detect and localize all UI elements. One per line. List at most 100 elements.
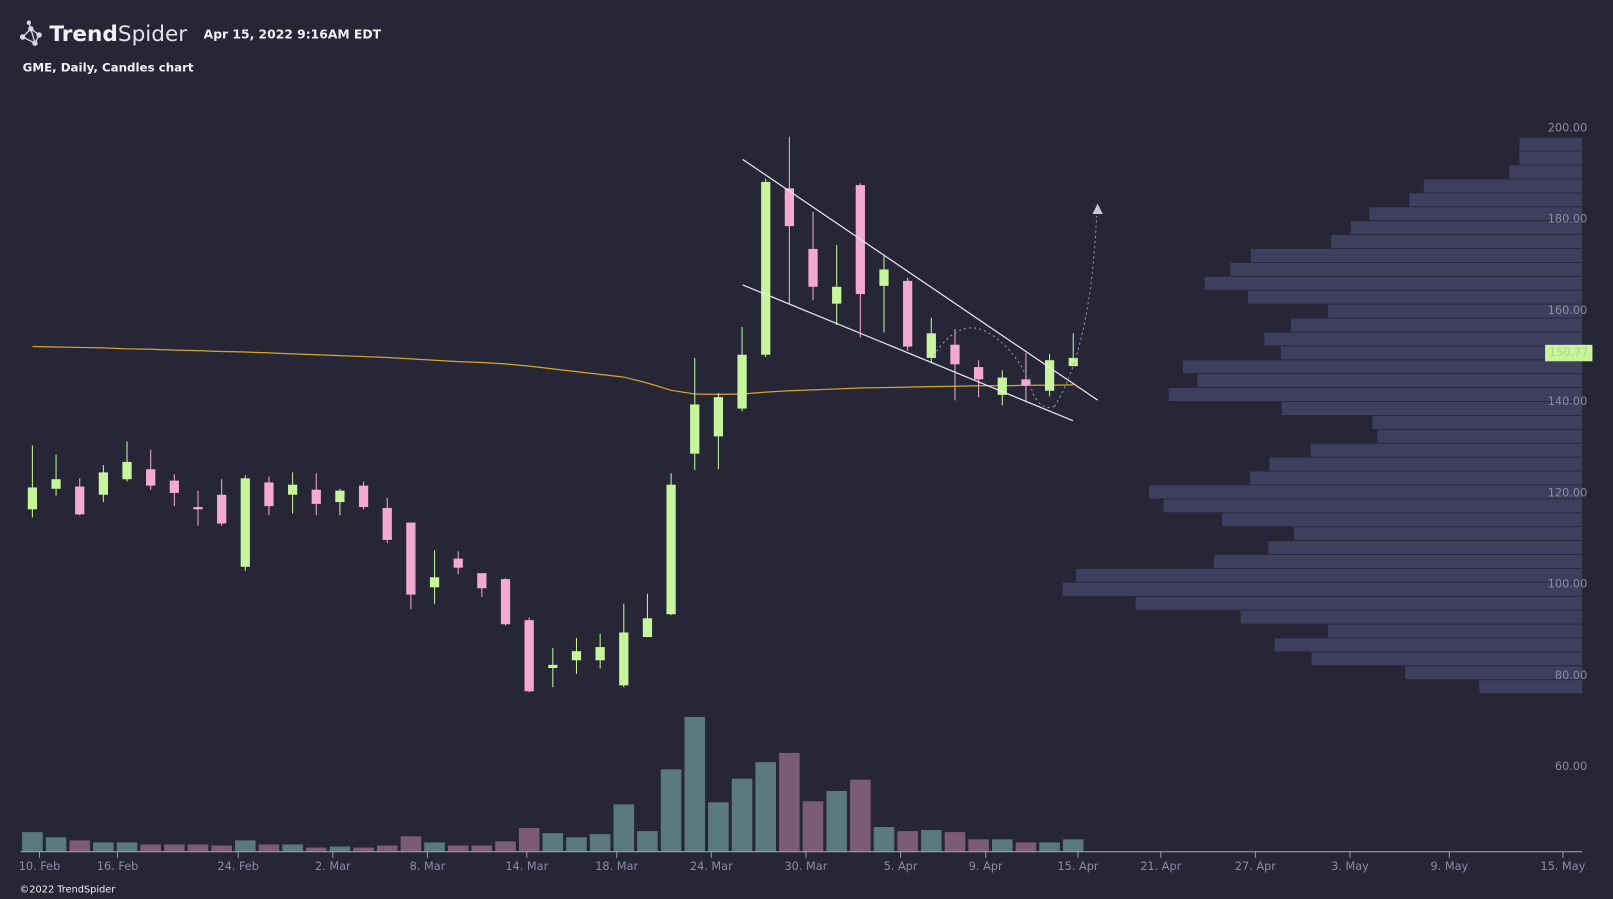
profile-bar	[1247, 290, 1583, 304]
profile-bar	[1479, 680, 1583, 694]
candle-body	[453, 558, 463, 568]
x-tick-label: 14. Mar	[505, 860, 548, 873]
candle-body	[75, 486, 85, 515]
candle-body	[690, 404, 700, 454]
candle-body	[27, 487, 38, 510]
x-tick-label: 27. Apr	[1235, 860, 1276, 873]
profile-bar	[1076, 568, 1583, 582]
x-tick-label: 18. Mar	[595, 860, 638, 873]
candle-body	[193, 507, 203, 510]
profile-bar	[1294, 527, 1583, 541]
drawings	[742, 158, 1103, 422]
volume-bar	[116, 842, 138, 852]
volume-bar	[755, 762, 777, 852]
volume-bar	[211, 845, 232, 852]
volume-bar	[1015, 842, 1037, 852]
profile-bar	[1264, 332, 1583, 346]
profile-bar	[1281, 401, 1583, 416]
candle-body	[950, 344, 960, 365]
last-price-box	[1545, 344, 1593, 362]
profile-bar	[1197, 374, 1583, 388]
y-tick-label: 60.00	[1555, 760, 1587, 773]
profile-bar	[1163, 499, 1583, 513]
last-price-label: 150.77	[1549, 346, 1589, 359]
candle-body	[595, 647, 605, 661]
profile-bar	[1519, 137, 1583, 151]
x-tick-label: 16. Feb	[97, 860, 139, 873]
timestamp: Apr 15, 2022 9:16AM EDT	[204, 27, 382, 41]
brand-light: Spider	[118, 22, 187, 47]
profile-bar	[1372, 415, 1583, 429]
candle-body	[51, 479, 61, 489]
volume-bar	[45, 837, 67, 852]
volume-bar	[376, 845, 398, 852]
candle-body	[335, 490, 345, 503]
volume-bar	[22, 832, 43, 852]
projection-path	[1053, 215, 1098, 407]
x-tick-label: 15. Apr	[1057, 860, 1098, 873]
y-tick-label: 160.00	[1548, 304, 1588, 317]
y-tick-label: 180.00	[1548, 213, 1588, 226]
candle-body	[1068, 357, 1078, 367]
y-tick-label: 140.00	[1548, 395, 1588, 408]
brand-bold: Trend	[49, 22, 117, 47]
candle-body	[548, 664, 558, 669]
x-tick-label: 21. Apr	[1140, 860, 1181, 873]
x-tick-label: 24. Mar	[690, 860, 733, 873]
profile-bar	[1135, 596, 1583, 610]
profile-bar	[1062, 582, 1583, 596]
profile-bar	[1280, 346, 1583, 360]
volume-bar	[1062, 839, 1084, 852]
projection-arrow	[1092, 203, 1103, 214]
candle-body	[879, 269, 889, 286]
lower-trendline	[742, 284, 1074, 422]
volume-bar	[731, 778, 753, 852]
volume-profile	[1062, 137, 1583, 694]
candle-body	[169, 480, 179, 493]
candle-body	[217, 494, 227, 524]
profile-bar	[1369, 207, 1583, 221]
y-tick-label: 100.00	[1548, 578, 1588, 591]
candle-body	[784, 188, 795, 227]
volume-bar	[779, 752, 800, 852]
volume-bar	[991, 839, 1013, 852]
volume-bar	[944, 832, 966, 852]
x-tick-label: 3. May	[1331, 860, 1369, 873]
volume-bar	[637, 831, 658, 852]
profile-bar	[1204, 276, 1583, 290]
volume-bar	[400, 836, 422, 852]
profile-bar	[1250, 248, 1583, 263]
volume-bar	[329, 846, 351, 852]
volume-bar	[93, 842, 114, 852]
candle-body	[382, 507, 392, 540]
volume-bar	[589, 834, 611, 852]
candle-body	[832, 286, 842, 304]
candle-body	[122, 461, 132, 480]
volume-bar	[187, 844, 209, 852]
candle-body	[761, 181, 771, 355]
profile-bar	[1405, 666, 1583, 680]
candle-body	[287, 484, 298, 495]
volume-bar	[850, 779, 871, 852]
volume-bar	[495, 841, 516, 852]
volume-bar	[613, 804, 635, 852]
profile-bar	[1168, 388, 1583, 402]
candle-body	[666, 484, 676, 615]
candle-body	[997, 377, 1007, 395]
candle-body	[642, 618, 653, 638]
volume-bar	[305, 847, 327, 852]
profile-bar	[1331, 235, 1583, 249]
chart-label: GME, Daily, Candles chart	[23, 60, 194, 74]
x-tick-label: 8. Mar	[410, 860, 446, 873]
profile-bar	[1509, 165, 1583, 179]
volume-bar	[802, 801, 824, 852]
candle-body	[571, 651, 582, 661]
volume-bar	[164, 844, 185, 852]
candle-body	[146, 469, 156, 486]
volume-bar	[258, 844, 280, 852]
candle-body	[358, 485, 369, 508]
volume-bar	[660, 769, 682, 852]
candle-body	[429, 577, 440, 588]
candle-body	[713, 397, 724, 437]
